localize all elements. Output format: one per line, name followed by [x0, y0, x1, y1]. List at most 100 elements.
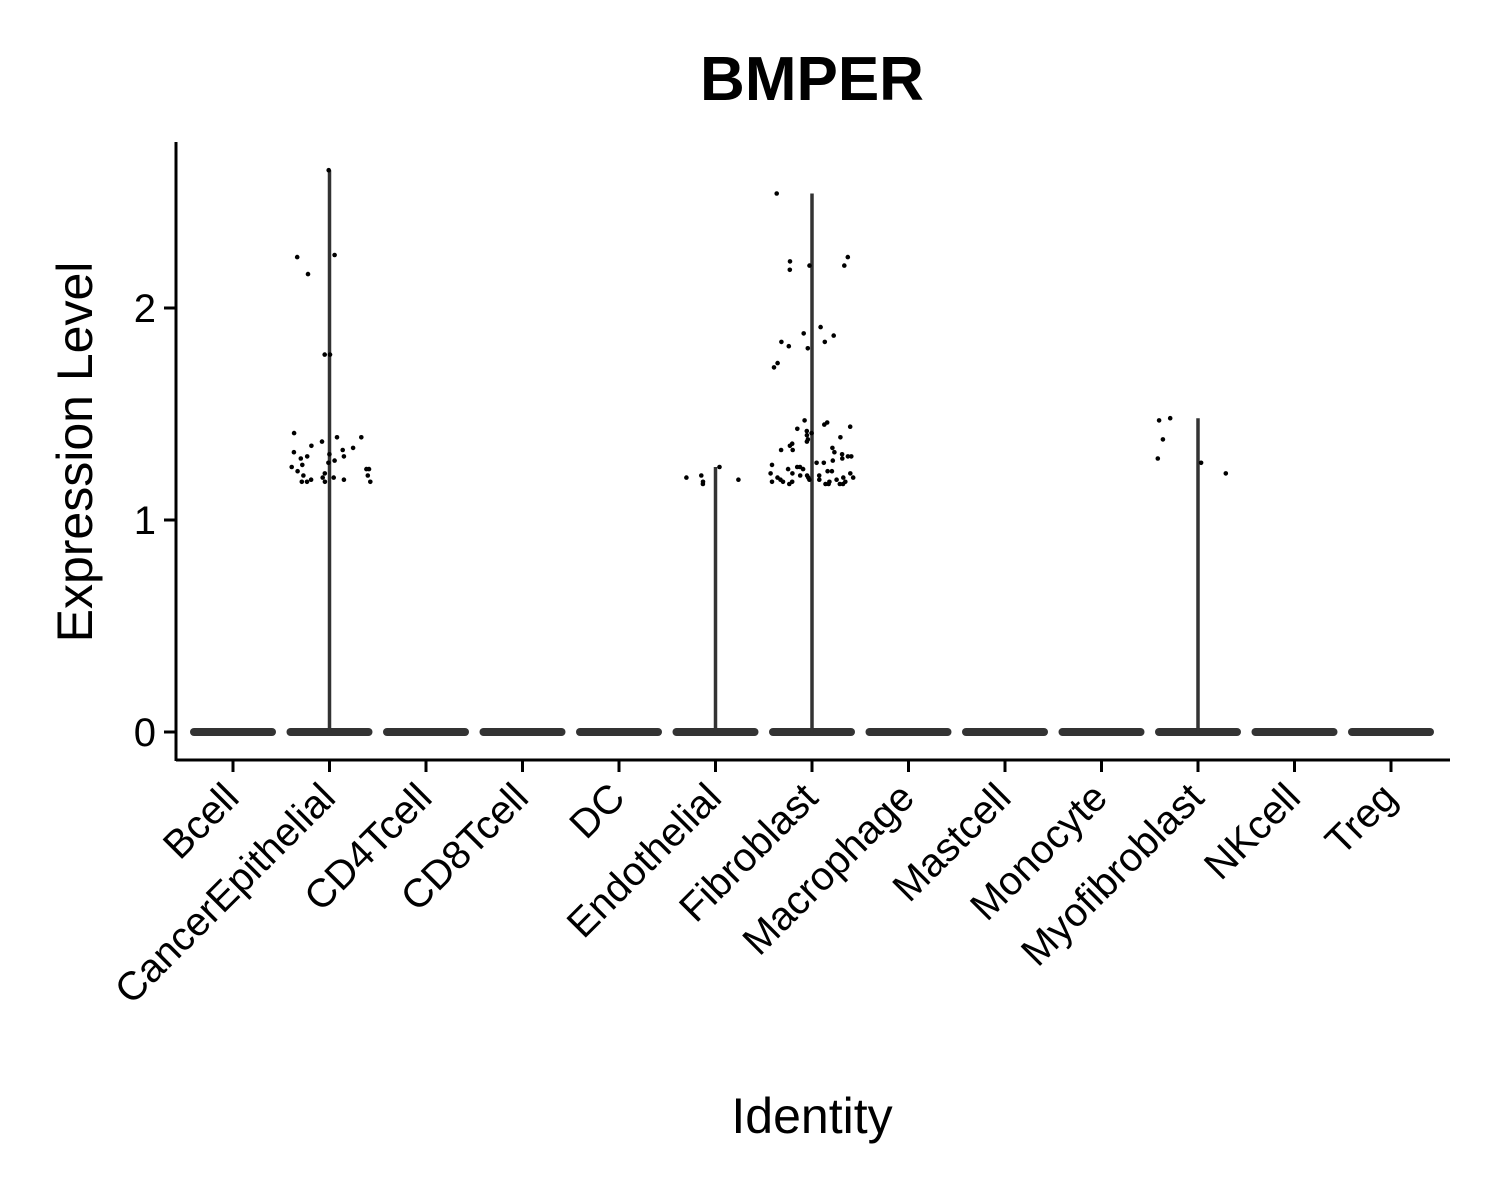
- y-tick-label: 1: [134, 499, 156, 543]
- data-point-fibroblast: [775, 360, 780, 366]
- data-point-fibroblast: [816, 473, 822, 478]
- data-point-fibroblast: [797, 473, 803, 478]
- data-point-cancer-epithelial: [298, 456, 304, 461]
- data-point-cancer-epithelial: [320, 475, 326, 480]
- data-point-fibroblast: [807, 263, 812, 268]
- data-point-cancer-epithelial: [334, 435, 340, 440]
- data-point-cancer-epithelial: [326, 167, 332, 173]
- data-point-endothelial: [736, 477, 741, 483]
- data-point-fibroblast: [804, 432, 810, 438]
- data-point-myofibroblast: [1155, 456, 1161, 461]
- data-point-cancer-epithelial: [295, 468, 300, 474]
- data-point-fibroblast: [787, 443, 793, 449]
- data-point-fibroblast: [787, 259, 793, 264]
- data-point-cancer-epithelial: [368, 479, 373, 485]
- violin-base-bcell: [190, 728, 276, 736]
- data-point-fibroblast: [769, 462, 775, 468]
- y-axis-title: Expression Level: [47, 262, 103, 643]
- data-point-cancer-epithelial: [300, 462, 305, 468]
- data-point-cancer-epithelial: [304, 479, 310, 485]
- violin-base-cd4tcell: [383, 728, 469, 736]
- data-point-cancer-epithelial: [327, 352, 333, 357]
- violin-base-monocyte: [1058, 728, 1145, 736]
- data-point-fibroblast: [841, 475, 846, 480]
- data-point-cancer-epithelial: [289, 464, 295, 470]
- data-point-fibroblast: [790, 471, 795, 476]
- data-point-fibroblast: [847, 424, 853, 430]
- data-point-fibroblast: [818, 324, 823, 330]
- data-point-fibroblast: [837, 481, 843, 487]
- data-point-cancer-epithelial: [305, 271, 311, 277]
- data-point-fibroblast: [845, 254, 851, 260]
- data-point-cancer-epithelial: [366, 466, 372, 472]
- data-point-cancer-epithelial: [304, 454, 310, 459]
- data-point-endothelial: [684, 475, 689, 480]
- data-point-fibroblast: [829, 468, 835, 474]
- data-point-fibroblast: [840, 481, 846, 487]
- x-tick-label-treg: Treg: [1317, 775, 1405, 863]
- data-point-fibroblast: [823, 481, 828, 487]
- data-point-fibroblast: [774, 191, 779, 196]
- data-point-fibroblast: [845, 454, 851, 459]
- data-point-myofibroblast: [1198, 460, 1204, 466]
- y-tick-label: 2: [134, 287, 156, 331]
- data-point-cancer-epithelial: [322, 352, 328, 357]
- data-point-cancer-epithelial: [331, 475, 337, 480]
- x-tick-label-dc: DC: [561, 775, 633, 847]
- data-point-cancer-epithelial: [365, 473, 371, 478]
- data-point-fibroblast: [778, 447, 784, 453]
- data-point-cancer-epithelial: [291, 430, 297, 436]
- data-point-fibroblast: [825, 468, 830, 474]
- data-point-fibroblast: [848, 471, 853, 476]
- violin-base-macrophage: [865, 728, 952, 736]
- data-point-cancer-epithelial: [319, 439, 325, 444]
- violin-base-dc: [576, 728, 662, 736]
- y-tick-label: 0: [134, 711, 156, 755]
- data-point-fibroblast: [830, 445, 835, 451]
- data-point-fibroblast: [801, 331, 806, 336]
- data-point-fibroblast: [779, 339, 784, 345]
- data-point-fibroblast: [790, 447, 795, 453]
- data-point-endothelial: [699, 473, 704, 478]
- data-point-fibroblast: [769, 479, 775, 485]
- data-point-fibroblast: [831, 333, 836, 338]
- data-point-fibroblast: [771, 365, 777, 370]
- violin-base-cd8tcell: [479, 728, 566, 736]
- data-point-fibroblast: [849, 454, 854, 459]
- data-point-fibroblast: [802, 418, 807, 423]
- data-point-fibroblast: [814, 460, 819, 466]
- violin-base-treg: [1348, 728, 1434, 736]
- data-point-cancer-epithelial: [359, 435, 364, 440]
- chart-title: BMPER: [700, 45, 924, 114]
- data-point-fibroblast: [795, 426, 800, 432]
- data-point-fibroblast: [804, 428, 810, 434]
- data-point-cancer-epithelial: [350, 445, 356, 451]
- data-point-fibroblast: [807, 477, 812, 483]
- data-point-endothelial: [717, 464, 722, 470]
- data-point-cancer-epithelial: [332, 252, 337, 258]
- data-point-myofibroblast: [1156, 418, 1162, 423]
- data-point-myofibroblast: [1167, 415, 1173, 421]
- data-point-myofibroblast: [1160, 437, 1166, 442]
- x-tick-label-n-kcell: NKcell: [1196, 775, 1309, 888]
- data-point-cancer-epithelial: [308, 477, 314, 483]
- data-point-fibroblast: [830, 458, 836, 463]
- data-point-fibroblast: [821, 460, 827, 466]
- data-point-fibroblast: [822, 422, 827, 427]
- data-point-fibroblast: [832, 449, 837, 455]
- data-point-cancer-epithelial: [340, 447, 346, 453]
- data-point-cancer-epithelial: [341, 477, 347, 483]
- data-point-fibroblast: [834, 477, 839, 483]
- data-point-cancer-epithelial: [341, 454, 347, 459]
- axes: 012BcellCancerEpithelialCD4TcellCD8Tcell…: [107, 287, 1406, 1012]
- data-point-fibroblast: [839, 452, 845, 457]
- data-point-fibroblast: [780, 479, 786, 485]
- data-point-fibroblast: [800, 466, 806, 472]
- data-point-fibroblast: [804, 439, 810, 444]
- data-point-fibroblast: [787, 267, 793, 273]
- data-point-fibroblast: [805, 346, 811, 351]
- data-point-fibroblast: [786, 343, 792, 349]
- data-point-fibroblast: [840, 456, 845, 461]
- data-point-fibroblast: [768, 471, 773, 476]
